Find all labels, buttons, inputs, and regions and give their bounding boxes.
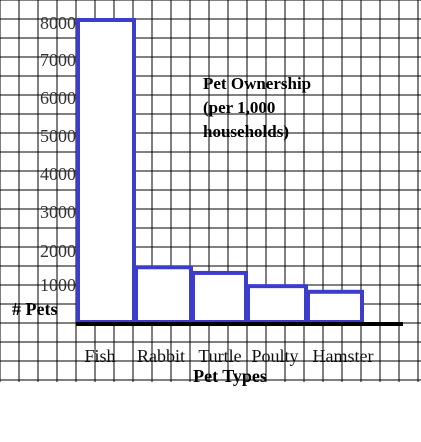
y-tick-label: 7000 (40, 50, 76, 70)
chart-title-line-3: households) (203, 122, 289, 141)
y-tick-label: 6000 (40, 88, 76, 108)
y-tick-label: 5000 (40, 126, 76, 146)
y-tick-label: 4000 (40, 164, 76, 184)
y-tick-label: 1000 (40, 275, 76, 295)
bar-turtle (191, 270, 248, 324)
chart-title-line-2: (per 1,000 (203, 98, 275, 117)
category-label-hamster: Hamster (313, 346, 374, 366)
chart-title-line-1: Pet Ownership (203, 74, 311, 93)
category-labels: Fish Rabbit Turtle Poulty Hamster (84, 346, 373, 366)
bar-rabbit (134, 265, 193, 325)
bar-poulty (246, 284, 308, 325)
y-tick-labels: 8000 7000 6000 5000 4000 3000 2000 1000 (40, 13, 76, 295)
category-label-poulty: Poulty (251, 346, 298, 366)
category-label-rabbit: Rabbit (137, 346, 185, 366)
bar-hamster (306, 289, 364, 324)
category-label-turtle: Turtle (198, 346, 241, 366)
category-label-fish: Fish (84, 346, 115, 366)
y-tick-label: 3000 (40, 202, 76, 222)
bar-fish (76, 18, 136, 324)
y-tick-label: 8000 (40, 13, 76, 33)
x-axis-label: Pet Types (193, 366, 267, 386)
y-tick-label: 2000 (40, 241, 76, 261)
y-axis-label: # Pets (12, 299, 57, 319)
